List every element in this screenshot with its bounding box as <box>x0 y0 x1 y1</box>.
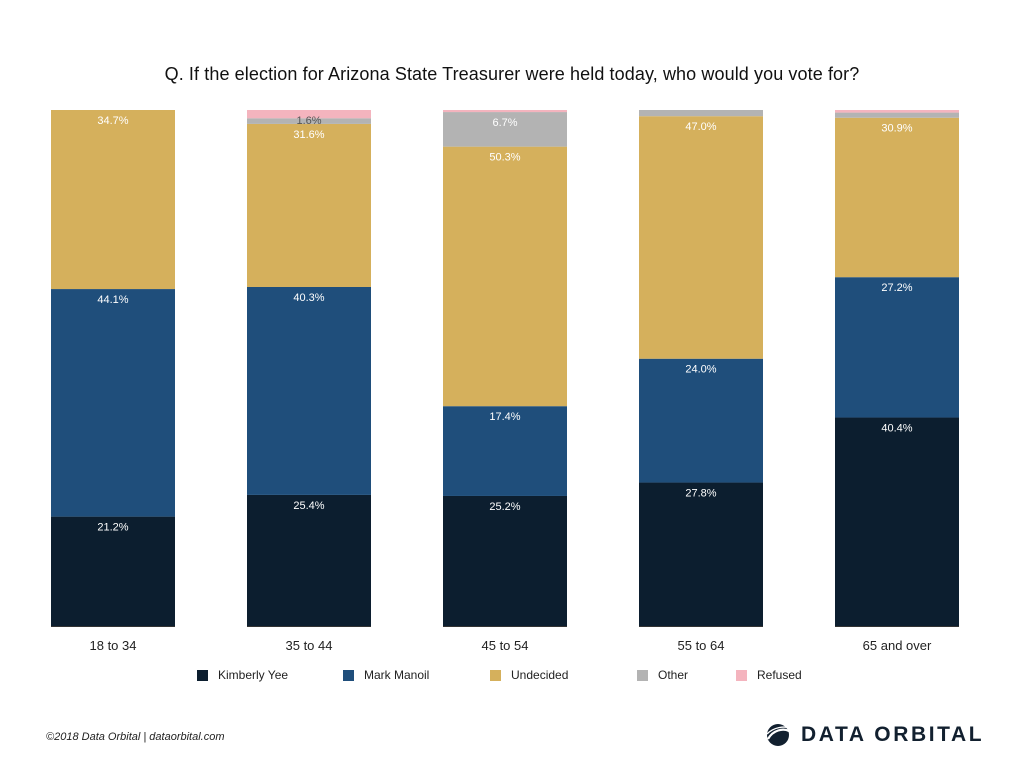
legend-swatch <box>197 669 208 681</box>
orbital-logo-icon <box>766 724 791 746</box>
bar-segment-mark-manoil-3 <box>443 406 567 496</box>
x-tick-label: 55 to 64 <box>678 638 725 653</box>
bar-segment-kimberly-yee-1 <box>51 516 175 626</box>
stacked-bar-chart: 21.2% 44.1% 34.7% 18 to 34 25.4% 40.3% 31.6% 1.… <box>51 110 959 653</box>
bar-segment-other-4 <box>639 110 763 117</box>
bar-segment-undecided-1 <box>51 110 175 290</box>
data-label: 6.7% <box>492 117 517 129</box>
data-label: 34.7% <box>97 115 128 127</box>
data-label: 21.2% <box>97 522 128 534</box>
data-label: 25.4% <box>293 500 324 512</box>
brand-name: DATA ORBITAL <box>801 723 985 746</box>
legend-swatch <box>343 669 354 681</box>
legend-swatch <box>736 669 747 681</box>
data-label: 17.4% <box>489 411 520 423</box>
chart-title: Q. If the election for Arizona State Tre… <box>164 64 860 84</box>
legend-item-kimberly-yee: Kimberly Yee <box>197 668 288 682</box>
bar-segment-kimberly-yee-4 <box>639 482 763 626</box>
legend-label: Other <box>658 668 689 682</box>
x-tick-label: 45 to 54 <box>482 638 529 653</box>
data-label: 44.1% <box>97 294 128 306</box>
data-label: 40.4% <box>881 423 912 435</box>
bar-segment-refused-2 <box>247 110 371 119</box>
legend-label: Undecided <box>511 668 569 682</box>
footer-credit: ©2018 Data Orbital | dataorbital.com <box>46 731 225 743</box>
bar-segment-mark-manoil-4 <box>639 358 763 483</box>
legend-item-other: Other <box>637 668 688 682</box>
data-label: 30.9% <box>881 123 912 135</box>
x-tick-label: 18 to 34 <box>90 638 137 653</box>
bar-segment-undecided-2 <box>247 123 371 287</box>
data-label: 40.3% <box>293 292 324 304</box>
bar-segment-refused-5 <box>835 110 959 113</box>
brand-logo: DATA ORBITAL <box>765 722 984 748</box>
x-tick-label: 35 to 44 <box>286 638 333 653</box>
data-label: 25.2% <box>489 501 520 513</box>
bar-segment-kimberly-yee-5 <box>835 417 959 626</box>
data-label: 27.8% <box>685 488 716 500</box>
data-label: 1.6% <box>296 115 321 127</box>
legend-item-refused: Refused <box>736 668 802 682</box>
legend-item-mark-manoil: Mark Manoil <box>343 668 429 682</box>
bar-segment-undecided-3 <box>443 146 567 407</box>
legend-label: Mark Manoil <box>364 668 430 682</box>
bar-segment-undecided-5 <box>835 117 959 278</box>
bar-segment-other-3 <box>443 112 567 147</box>
data-label: 50.3% <box>489 152 520 164</box>
bar-segment-mark-manoil-1 <box>51 289 175 517</box>
bar-segment-undecided-4 <box>639 116 763 359</box>
legend-swatch <box>490 669 501 681</box>
data-label: 24.0% <box>685 364 716 376</box>
data-label: 27.2% <box>881 282 912 294</box>
bar-segment-kimberly-yee-3 <box>443 495 567 626</box>
legend-swatch <box>637 669 648 681</box>
bar-segment-mark-manoil-2 <box>247 286 371 495</box>
data-label: 47.0% <box>685 121 716 133</box>
chart-legend: Kimberly Yee Mark Manoil Undecided Other Ref… <box>0 668 1024 686</box>
bar-segment-mark-manoil-5 <box>835 277 959 418</box>
bar-segment-refused-3 <box>443 110 567 113</box>
bar-segment-other-2 <box>247 118 371 124</box>
data-label: 31.6% <box>293 129 324 141</box>
legend-item-undecided: Undecided <box>490 668 568 682</box>
bar-segment-kimberly-yee-2 <box>247 494 371 626</box>
legend-label: Kimberly Yee <box>218 668 289 682</box>
bar-segment-other-5 <box>835 112 959 118</box>
legend-label: Refused <box>757 668 802 682</box>
x-tick-label: 65 and over <box>863 638 932 653</box>
